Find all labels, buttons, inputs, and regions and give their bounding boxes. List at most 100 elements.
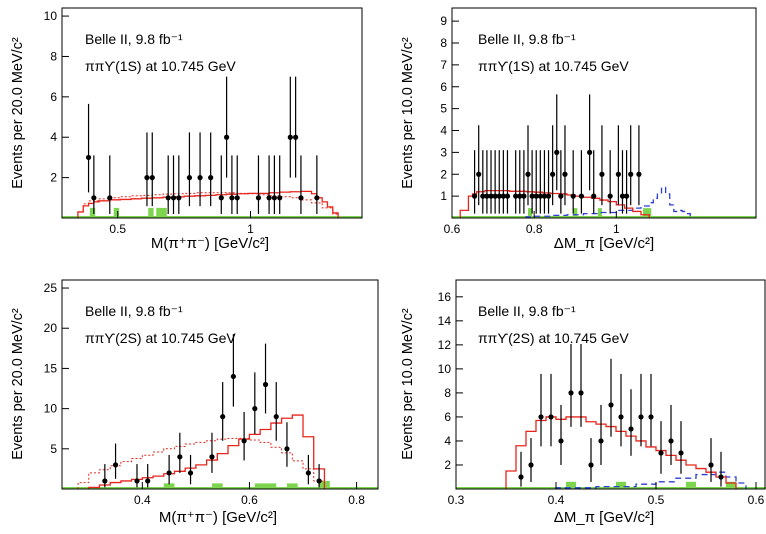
data-point-2-6: [187, 470, 194, 476]
panel-1-axes: 2 4 6 8 10 0.5 1: [44, 9, 255, 236]
panel-3-annotation-2: ππϒ(2S) at 10.745 GeV: [85, 330, 236, 346]
ytick-label-0-4: 10: [44, 9, 58, 23]
panel-4-axes: 2 4 6 8 10 12 14 16 0.3 0.4 0.5 0.6: [438, 290, 765, 507]
data-point-1-27: [607, 193, 613, 199]
data-point-1-12: [525, 171, 531, 177]
xtick-label-3-1: 0.4: [548, 493, 565, 507]
data-point-1-29: [619, 193, 626, 199]
xtick-label-0-0: 0.5: [109, 222, 126, 236]
ytick-label-2-3: 20: [44, 321, 58, 335]
data-point-1-26: [599, 171, 605, 177]
data-point-2-2: [134, 478, 140, 484]
ytick-label-3-7: 16: [438, 290, 452, 304]
bkg-box-0-3: [156, 207, 167, 218]
ytick-label-0-1: 4: [50, 130, 57, 144]
bkg-box-0-1: [113, 207, 120, 218]
data-point-1-20: [558, 193, 564, 199]
data-point-0-17: [271, 195, 277, 201]
data-point-3-11: [628, 426, 634, 432]
data-point-2-12: [262, 381, 269, 388]
panel-4-marks: [456, 343, 766, 489]
panel-2: 1 2 3 4 5 6 7 8 9 0.6 0.8 1 Belle II, 9.8 fb⁻¹ ππϒ(…: [400, 7, 757, 252]
data-point-0-8: [186, 175, 193, 181]
data-point-3-0: [518, 474, 524, 480]
data-point-2-13: [273, 414, 279, 420]
data-point-1-14: [533, 193, 539, 199]
panel-1-ylabel: Events per 20.0 MeV/c²: [10, 37, 26, 189]
data-point-0-14: [234, 195, 240, 201]
bkg-box-0-2: [148, 207, 154, 218]
data-point-3-3: [548, 414, 554, 420]
data-point-1-6: [496, 193, 502, 199]
bkg-box-1-1: [573, 208, 578, 218]
bkg-box-2-1: [211, 483, 223, 489]
data-point-1-1: [476, 171, 482, 177]
ytick-label-2-0: 5: [50, 442, 57, 456]
data-point-2-7: [209, 454, 215, 460]
fit-curve-0: [77, 190, 339, 218]
data-point-3-6: [578, 390, 584, 396]
ytick-label-0-3: 8: [50, 49, 57, 63]
bkg-box-2-0: [163, 483, 175, 489]
data-point-0-19: [287, 134, 293, 140]
ytick-label-1-6: 7: [440, 58, 447, 72]
panel-4-annotation-1: Belle II, 9.8 fb⁻¹: [478, 303, 576, 319]
panel-1-annotation-1: Belle II, 9.8 fb⁻¹: [85, 31, 183, 47]
data-point-1-30: [623, 193, 630, 199]
ytick-label-1-0: 1: [440, 189, 447, 203]
data-point-0-18: [277, 195, 283, 201]
xtick-label-2-2: 0.8: [348, 493, 365, 507]
panel-2-xlabel: ΔM_π [GeV/c²]: [554, 235, 654, 252]
panel-2-annotation-1: Belle II, 9.8 fb⁻¹: [478, 31, 576, 47]
data-point-1-7: [500, 193, 506, 199]
xtick-label-0-1: 1: [247, 222, 254, 236]
panel-1: 2 4 6 8 10 0.5 1 Belle II, 9.8 fb⁻¹ ππϒ(1S) at…: [10, 7, 363, 252]
ytick-label-0-0: 2: [50, 171, 57, 185]
bkg-box-2-3: [286, 483, 298, 489]
data-point-0-15: [255, 195, 262, 201]
data-point-3-15: [668, 438, 674, 444]
panel-4-annotation-2: ππϒ(2S) at 10.745 GeV: [478, 330, 629, 346]
xtick-label-2-0: 0.4: [134, 493, 151, 507]
data-point-2-11: [252, 406, 258, 412]
panel-1-marks: [62, 76, 362, 218]
data-point-2-1: [112, 462, 119, 468]
data-point-3-17: [708, 462, 714, 468]
xtick-label-3-3: 0.6: [748, 493, 765, 507]
data-point-1-13: [529, 193, 535, 199]
data-point-3-14: [658, 450, 664, 456]
data-point-1-18: [550, 171, 556, 177]
fit-curve-1: [459, 190, 650, 218]
panel-4: 2 4 6 8 10 12 14 16 0.3 0.4 0.5 0.6 Belle II, 9.8 f…: [400, 279, 766, 526]
data-point-0-6: [170, 195, 177, 201]
ytick-label-0-2: 6: [50, 90, 57, 104]
panel-3-annotation-1: Belle II, 9.8 fb⁻¹: [85, 303, 183, 319]
data-point-2-8: [220, 414, 226, 420]
ytick-label-1-5: 6: [440, 80, 447, 94]
fit-curve-3: [505, 416, 737, 489]
dotted-curve-2: [77, 437, 325, 489]
data-point-1-11: [521, 193, 527, 199]
panel-3-marks: [62, 334, 378, 489]
data-point-3-12: [638, 414, 644, 420]
xtick-label-3-2: 0.5: [648, 493, 665, 507]
data-point-2-15: [305, 470, 311, 476]
ytick-label-1-8: 9: [440, 14, 447, 28]
ytick-label-3-5: 12: [438, 338, 452, 352]
panel-2-annotation-2: ππϒ(1S) at 10.745 GeV: [478, 58, 629, 74]
data-point-0-4: [149, 175, 155, 181]
data-point-0-20: [293, 134, 299, 140]
data-point-3-16: [678, 450, 684, 456]
data-point-1-28: [615, 171, 621, 177]
data-point-1-16: [541, 193, 548, 199]
data-point-1-31: [628, 171, 634, 177]
bkg-box-1-3: [643, 208, 652, 218]
panel-4-frame: [455, 279, 766, 490]
xtick-label-1-2: 1: [613, 222, 620, 236]
fit-curve-2: [88, 414, 326, 489]
data-point-0-13: [229, 195, 235, 201]
panel-3-xlabel: M(π⁺π⁻) [GeV/c²]: [159, 509, 277, 526]
panel-4-ylabel: Events per 10.0 MeV/c²: [400, 308, 416, 460]
panel-2-axes: 1 2 3 4 5 6 7 8 9 0.6 0.8 1: [440, 14, 620, 236]
ytick-label-1-4: 5: [440, 102, 447, 116]
